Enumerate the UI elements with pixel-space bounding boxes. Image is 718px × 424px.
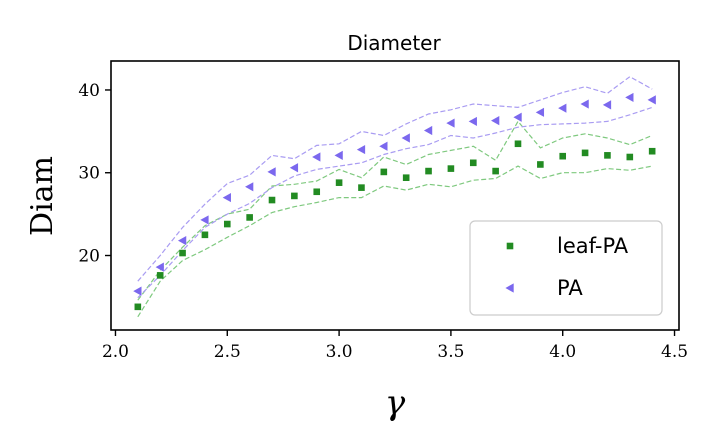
leaf-pa-point	[156, 272, 164, 279]
pa-lower-band	[137, 106, 653, 299]
confidence-bands	[137, 75, 653, 318]
pa-point	[535, 107, 545, 117]
plot-frame	[110, 60, 680, 331]
leaf-pa-point	[604, 152, 611, 159]
y-tick-label: 30	[78, 164, 100, 184]
leaf-pa-upper-band	[137, 120, 653, 301]
pa-point	[513, 112, 522, 122]
pa-point	[200, 215, 209, 225]
pa-point	[356, 144, 366, 155]
y-axis-label: Diam	[25, 156, 60, 236]
pa-point	[423, 125, 433, 136]
leaf-pa-point	[179, 249, 186, 257]
pa-point	[133, 286, 142, 296]
x-tick-label: 4.5	[661, 342, 688, 362]
x-tick-label: 4.0	[549, 342, 576, 362]
leaf-pa-point	[402, 174, 410, 182]
pa-upper-band	[137, 75, 653, 282]
pa-point	[580, 99, 589, 109]
pa-point	[155, 262, 164, 272]
leaf-pa-point	[335, 179, 343, 186]
leaf-pa-point	[648, 147, 656, 155]
y-axis-ticks: 20 30 40	[78, 81, 111, 267]
pa-point	[491, 115, 500, 126]
leaf-pa-point	[469, 159, 477, 167]
chart-title: Diameter	[347, 31, 441, 55]
leaf-pa-point	[291, 192, 298, 200]
leaf-pa-point	[425, 167, 432, 175]
x-tick-label: 3.5	[437, 342, 464, 362]
pa-point	[334, 150, 343, 160]
x-tick-label: 2.5	[214, 342, 241, 362]
legend-box	[469, 220, 663, 316]
pa-point	[379, 141, 388, 151]
pa-point	[468, 116, 477, 127]
x-tick-label: 2.0	[102, 342, 129, 362]
y-tick-label: 20	[78, 247, 100, 267]
data-markers	[133, 92, 656, 311]
leaf-pa-point	[559, 152, 567, 160]
pa-point	[222, 192, 231, 203]
leaf-pa-point	[380, 168, 388, 176]
pa-point	[625, 92, 634, 103]
legend-label-leaf-pa: leaf-PA	[557, 234, 629, 258]
leaf-pa-point	[223, 220, 231, 228]
pa-point	[401, 133, 410, 143]
legend-marker-leaf-pa	[506, 242, 514, 250]
legend: leaf-PA PA	[469, 220, 663, 316]
pa-point	[177, 236, 187, 246]
leaf-pa-point	[313, 188, 321, 196]
pa-point	[289, 163, 299, 173]
x-axis-ticks: 2.0 2.5 3.0 3.5 4.0 4.5	[102, 330, 688, 362]
leaf-pa-point	[358, 184, 365, 191]
leaf-pa-point	[514, 140, 522, 148]
leaf-pa-point	[268, 196, 276, 204]
pa-point	[446, 118, 455, 128]
leaf-pa-point	[246, 214, 253, 221]
leaf-pa-lower-band	[137, 165, 653, 318]
leaf-pa-point	[537, 161, 544, 168]
y-tick-label: 40	[78, 81, 100, 101]
leaf-pa-point	[581, 149, 589, 157]
leaf-pa-point	[492, 167, 499, 175]
pa-point	[245, 182, 254, 192]
leaf-pa-point	[626, 153, 634, 161]
leaf-pa-point	[134, 303, 142, 311]
pa-point	[647, 95, 656, 105]
pa-point	[558, 103, 567, 113]
leaf-pa-point	[201, 231, 209, 239]
leaf-pa-point	[447, 165, 455, 172]
x-tick-label: 3.0	[326, 342, 353, 362]
x-axis-label: γ	[385, 383, 406, 423]
pa-point	[602, 100, 612, 110]
legend-marker-pa	[505, 283, 514, 293]
pa-point	[312, 152, 321, 162]
legend-label-pa: PA	[557, 276, 583, 300]
pa-point	[267, 167, 276, 177]
